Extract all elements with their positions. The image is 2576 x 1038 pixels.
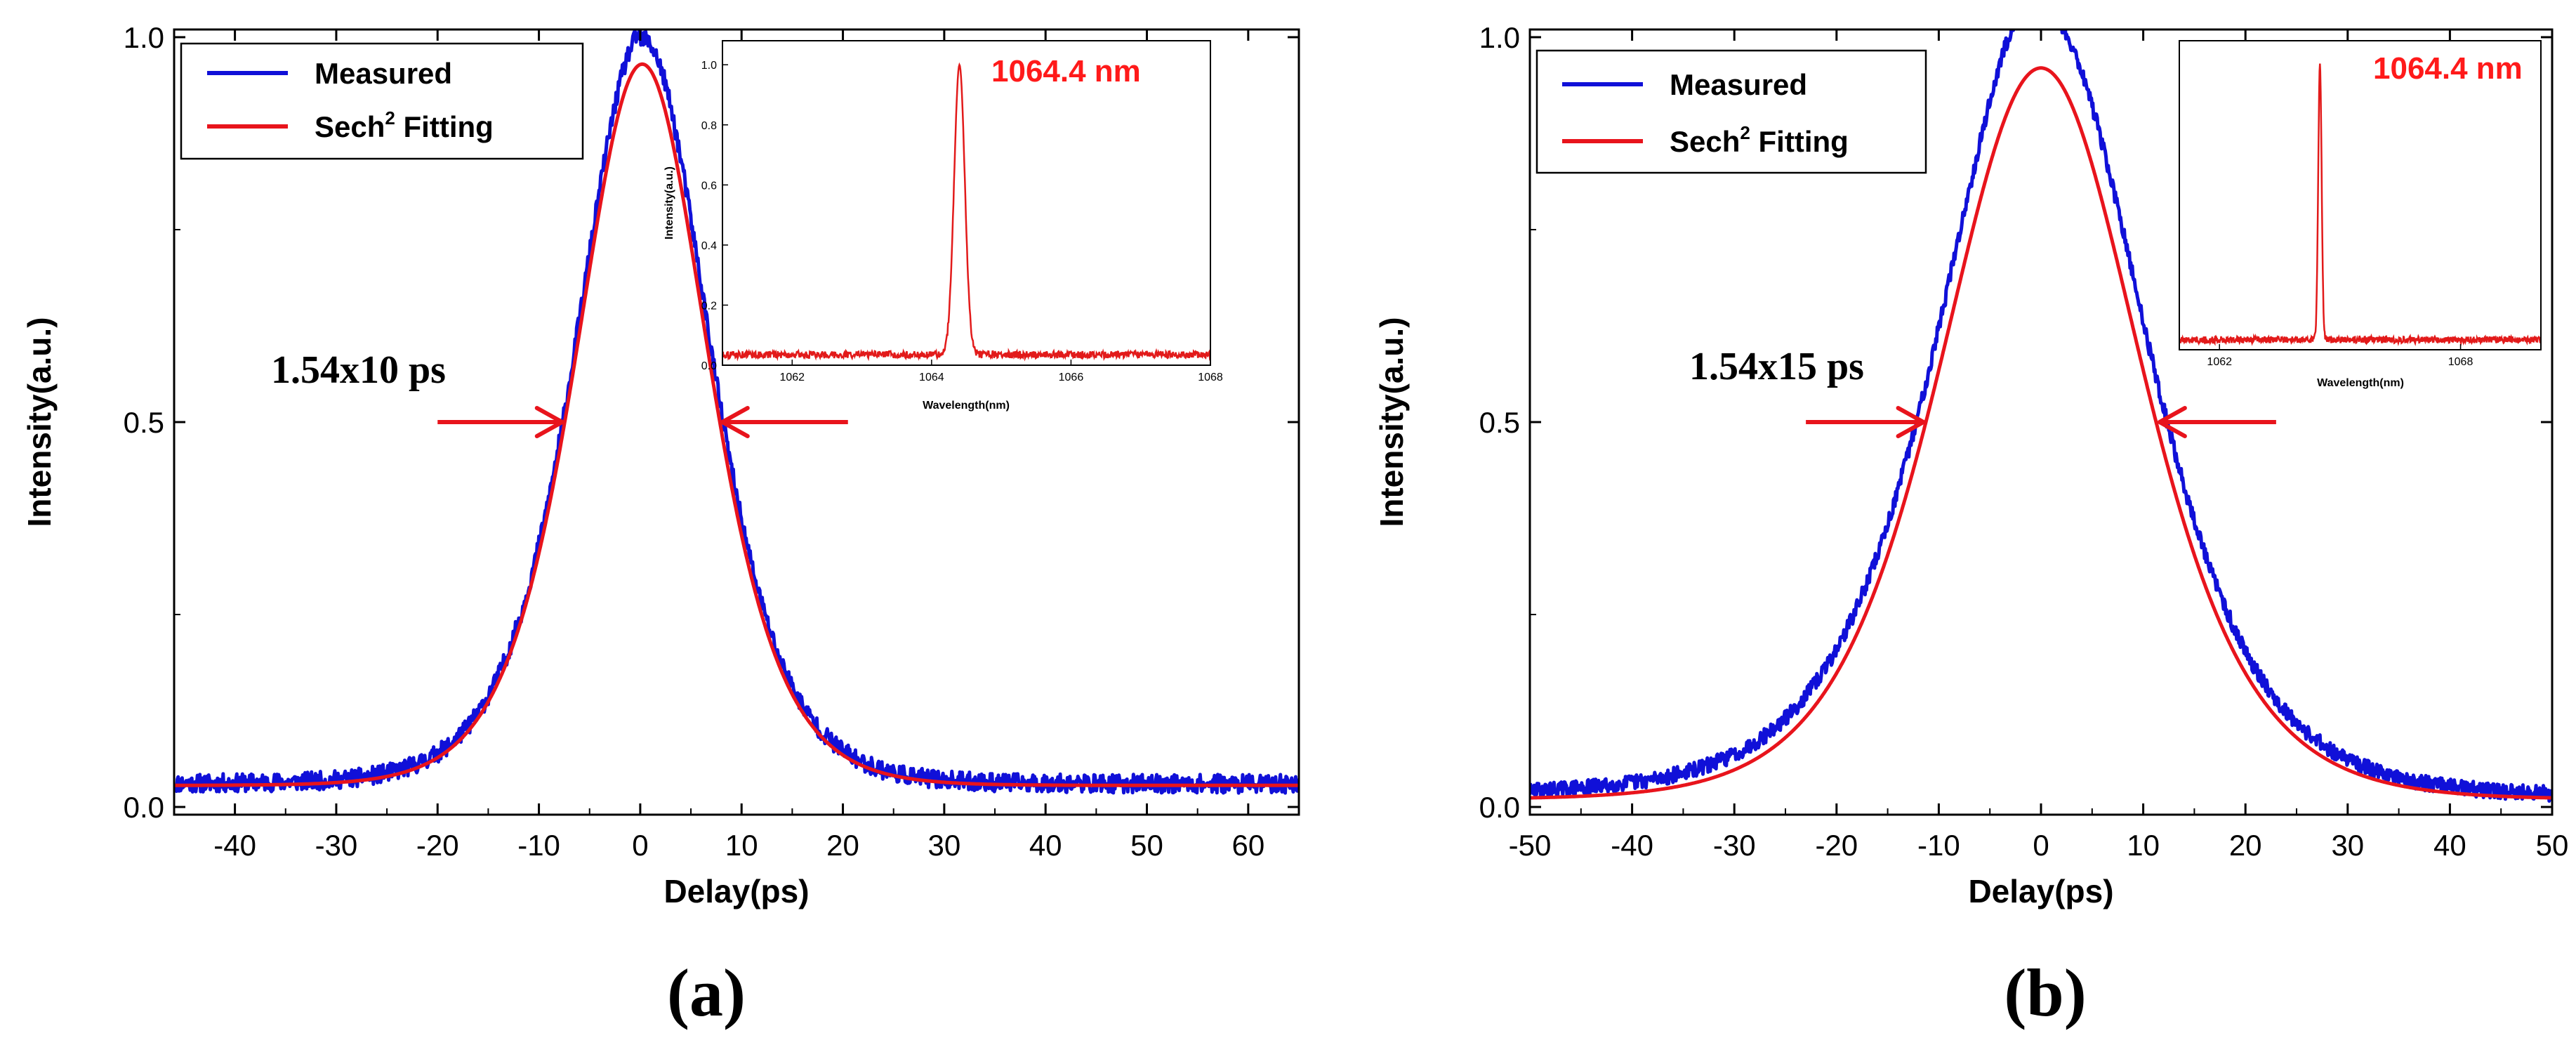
- inset-y-tick-label: 1.0: [701, 60, 717, 72]
- inset-x-tick-label: 1064: [919, 372, 944, 383]
- fwhm-arrows: [1806, 406, 2276, 438]
- sech2-fit-line: [174, 62, 1299, 787]
- y-tick-label: 0.0: [1479, 791, 1520, 824]
- x-tick-label: -20: [416, 829, 459, 862]
- inset-peak-label: 1064.4 nm: [2373, 51, 2523, 86]
- x-tick-label: 30: [928, 829, 961, 862]
- x-tick-label: -10: [517, 829, 560, 862]
- fwhm-label: 1.54x15 ps: [1689, 345, 1864, 388]
- x-tick-label: 0: [632, 829, 648, 862]
- y-tick-label: 1.0: [1479, 21, 1520, 54]
- panel-label: (a): [667, 955, 746, 1030]
- y-tick-label: 1.0: [124, 21, 164, 54]
- inset-x-tick-label: 1068: [2448, 356, 2473, 368]
- x-tick-label: 20: [2229, 829, 2262, 862]
- x-tick-label: 20: [826, 829, 859, 862]
- x-tick-label: -50: [1509, 829, 1552, 862]
- inset-y-label: Intensity(a.u.): [663, 166, 675, 239]
- inset-x-ticks: 1062 1064 1066 1068: [779, 360, 1223, 383]
- inset-x-tick-label: 1062: [2207, 356, 2232, 368]
- x-tick-label: 50: [1130, 829, 1163, 862]
- y-axis-label: Intensity(a.u.): [1373, 317, 1410, 527]
- y-tick-label: 0.5: [1479, 406, 1520, 439]
- x-tick-label: 0: [2033, 829, 2049, 862]
- inset-y-tick-label: 0.6: [701, 180, 717, 192]
- sech2-fit-line: [1530, 66, 2552, 800]
- inset-frame: [2179, 40, 2542, 350]
- arrow-head: [720, 406, 750, 438]
- inset-y-tick-label: 0.2: [701, 300, 717, 312]
- legend-box: [1535, 49, 1927, 174]
- fwhm-arrows: [437, 406, 848, 438]
- fwhm-arrow-right: [2157, 406, 2276, 438]
- x-tick-label: -10: [1917, 829, 1960, 862]
- x-tick-label: 40: [1029, 829, 1062, 862]
- inset-y-tick-label: 0.0: [701, 360, 717, 372]
- x-tick-label: -40: [1611, 829, 1653, 862]
- x-tick-label: 60: [1231, 829, 1264, 862]
- legend-box: [180, 42, 584, 160]
- inset-x-label: Wavelength(nm): [2317, 377, 2404, 389]
- inset-background: [2179, 41, 2541, 350]
- arrow-head: [2157, 406, 2187, 438]
- fwhm-arrow-right: [720, 406, 848, 438]
- legend-fit-label: Sech2 Fitting: [1670, 122, 1849, 158]
- inset-peak-label: 1064.4 nm: [991, 54, 1141, 88]
- x-tick-label: 10: [2127, 829, 2160, 862]
- chart-panel-a: -40 -30 -20 -10 0 10 20 30 40 50 60 0.0 0.5 1.0 Dela…: [21, 21, 1300, 1030]
- arrow-head: [1896, 406, 1926, 438]
- y-axis-label: Intensity(a.u.): [21, 317, 58, 527]
- legend: Measured Sech2 Fitting: [1535, 49, 1927, 174]
- x-tick-label: 10: [725, 829, 758, 862]
- x-axis-label: Delay(ps): [1968, 873, 2113, 909]
- inset-x-tick-label: 1068: [1198, 372, 1223, 383]
- y-tick-label: 0.0: [124, 791, 164, 824]
- inset-x-ticks: 1062 1068: [2207, 344, 2473, 368]
- y-tick-label: 0.5: [124, 406, 164, 439]
- inset-x-tick-label: 1066: [1059, 372, 1084, 383]
- legend-fit-label: Sech2 Fitting: [315, 107, 494, 143]
- fwhm-arrow-left: [1806, 406, 1926, 438]
- y-axis-ticks: 0.0 0.5 1.0: [1479, 21, 2552, 824]
- inset-spectrum: 1062 1064 1066 1068 0.0 0.2 0.4 0.6 0.8 1.0 Wave…: [663, 40, 1223, 412]
- inset-spectrum: 1062 1068 Wavelength(nm) 1064.4 nm: [2179, 40, 2542, 389]
- fwhm-arrow-left: [437, 406, 564, 438]
- x-tick-label: 40: [2433, 829, 2466, 862]
- inset-y-ticks: 0.0 0.2 0.4 0.6 0.8 1.0: [701, 60, 728, 372]
- inset-y-tick-label: 0.8: [701, 120, 717, 132]
- inset-spectrum-line: [2179, 63, 2541, 347]
- x-tick-label: -40: [213, 829, 256, 862]
- legend-measured-label: Measured: [1670, 68, 1807, 101]
- x-axis-label: Delay(ps): [663, 873, 809, 909]
- x-axis-ticks: -40 -30 -20 -10 0 10 20 30 40 50 60: [213, 29, 1264, 862]
- inset-x-tick-label: 1062: [779, 372, 805, 383]
- x-tick-label: -30: [1713, 829, 1756, 862]
- x-tick-label: 50: [2536, 829, 2569, 862]
- inset-spectrum-line: [722, 62, 1210, 362]
- x-axis-ticks: -50 -40 -30 -20 -10 0 10 20 30 40 50: [1509, 29, 2569, 862]
- x-tick-label: -30: [315, 829, 358, 862]
- panel-label: (b): [2004, 955, 2086, 1030]
- x-tick-label: 30: [2331, 829, 2364, 862]
- inset-y-tick-label: 0.4: [701, 240, 717, 252]
- fwhm-annotation: 1.54x15 ps: [1689, 345, 2276, 438]
- legend: Measured Sech2 Fitting: [180, 42, 584, 160]
- chart-panel-b: -50 -40 -30 -20 -10 0 10 20 30 40 50 0.0 0.5 1.0 Del…: [1373, 21, 2569, 1030]
- y-axis-ticks: 0.0 0.5 1.0: [124, 21, 1299, 824]
- inset-x-label: Wavelength(nm): [923, 400, 1010, 412]
- inset-background: [722, 41, 1210, 365]
- fwhm-annotation: 1.54x10 ps: [271, 348, 848, 438]
- x-tick-label: -20: [1815, 829, 1858, 862]
- arrow-head: [534, 406, 564, 438]
- legend-measured-label: Measured: [315, 57, 452, 90]
- measured-series-line: [1530, 29, 2552, 803]
- inset-frame: [722, 40, 1211, 366]
- fwhm-label: 1.54x10 ps: [271, 348, 446, 392]
